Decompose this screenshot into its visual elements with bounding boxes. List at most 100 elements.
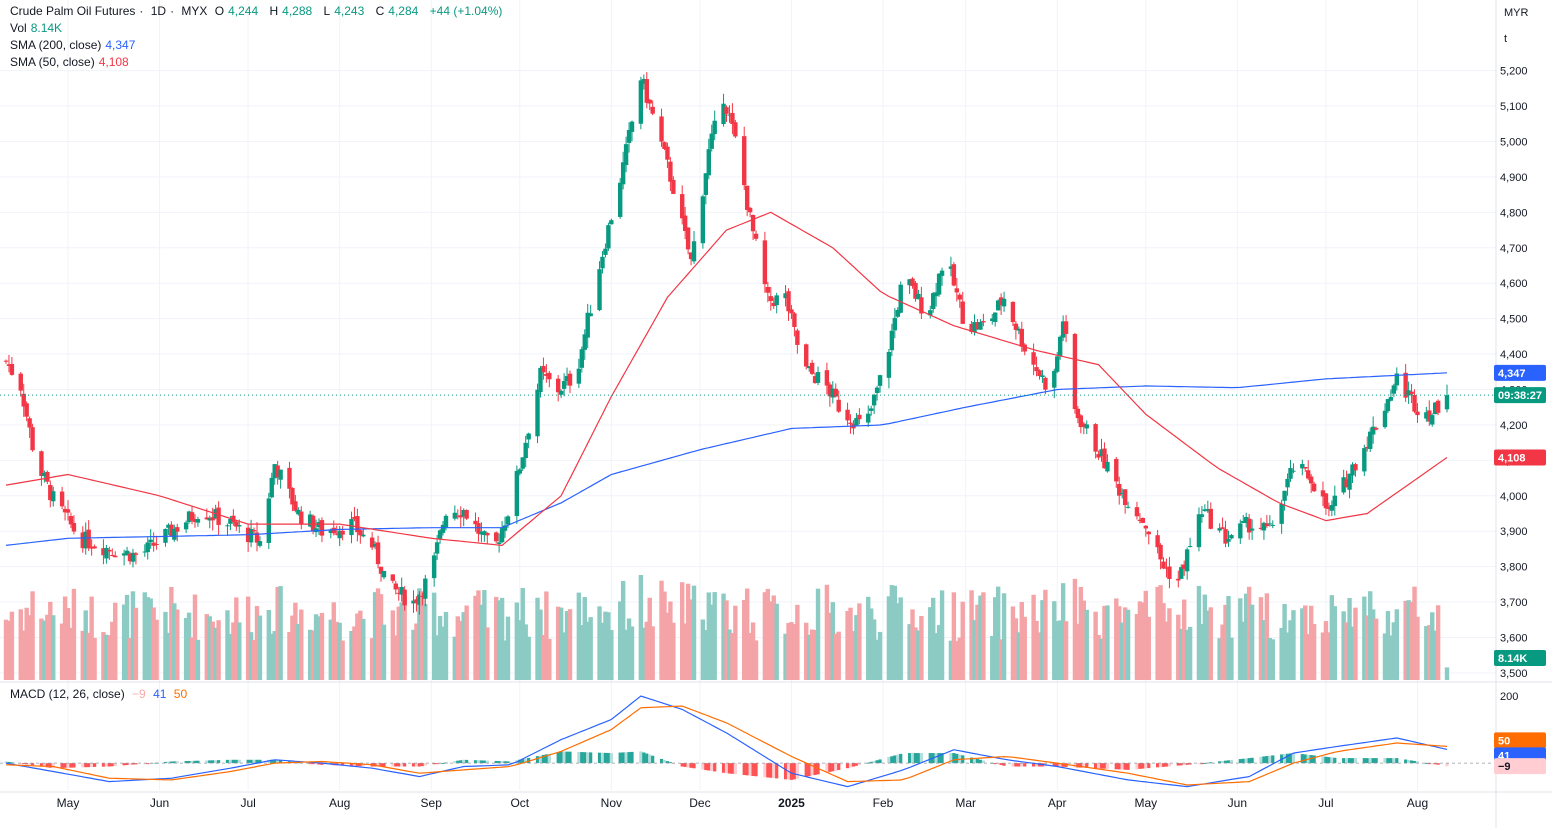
macd-histogram-bar xyxy=(825,763,829,773)
candle-body xyxy=(455,515,460,517)
volume-bar xyxy=(237,622,242,680)
volume-bar xyxy=(712,592,717,680)
candle-body xyxy=(151,542,156,546)
candle-body xyxy=(1093,424,1098,452)
volume-bar xyxy=(1031,594,1036,680)
macd-histogram-bar xyxy=(128,763,132,765)
macd-legend[interactable]: MACD (12, 26, close) −9 41 50 xyxy=(10,687,188,701)
volume-legend[interactable]: Vol 8.14K xyxy=(10,21,63,35)
volume-bar xyxy=(650,626,655,680)
sma50-line xyxy=(5,211,1448,547)
sma200-legend[interactable]: SMA (200, close) 4,347 xyxy=(10,38,136,52)
volume-bar xyxy=(1016,632,1022,680)
macd-histogram-bar xyxy=(916,753,921,764)
sma50-legend[interactable]: SMA (50, close) 4,108 xyxy=(10,55,129,69)
candle-body xyxy=(319,520,325,536)
volume-bar xyxy=(1063,621,1069,680)
macd-histogram-bar xyxy=(577,751,581,764)
volume-bar xyxy=(750,622,756,680)
candle-body xyxy=(1226,539,1231,542)
macd-histogram-bar xyxy=(1105,763,1110,769)
price-axis-label: 3,500 xyxy=(1500,668,1528,680)
histogram-tag-bg xyxy=(1494,758,1546,775)
currency-selector[interactable]: MYR t xyxy=(1496,0,1552,52)
volume-bar xyxy=(892,585,898,680)
candle-body xyxy=(1075,408,1081,419)
candle-body xyxy=(948,266,954,269)
macd-histogram-bar xyxy=(1034,763,1039,767)
volume-bar xyxy=(1300,608,1305,680)
candle-body xyxy=(1223,529,1228,544)
macd-histogram-bar xyxy=(1031,763,1036,767)
candle-body xyxy=(83,531,88,549)
macd-histogram-bar xyxy=(975,759,980,764)
candle-body xyxy=(747,207,753,213)
macd-histogram-bar xyxy=(639,751,643,764)
macd-histogram-bar xyxy=(887,757,891,764)
volume-bar xyxy=(186,612,192,680)
macd-histogram-bar xyxy=(837,763,841,771)
volume-bar xyxy=(1102,605,1107,680)
volume-bar xyxy=(919,615,924,680)
macd-histogram-bar xyxy=(562,751,566,764)
volume-bar xyxy=(192,594,198,680)
time-axis-label: Jul xyxy=(1318,796,1333,810)
macd-histogram-bar xyxy=(352,763,357,766)
price-axis-label: 4,800 xyxy=(1500,207,1528,219)
macd-histogram-bar xyxy=(92,763,97,767)
macd-histogram-bar xyxy=(831,763,835,772)
volume-bar xyxy=(1105,605,1110,680)
macd-histogram-bar xyxy=(1268,755,1272,764)
candle-body xyxy=(541,365,546,373)
candle-body xyxy=(248,528,254,543)
macd-histogram-bar xyxy=(60,763,64,768)
macd-histogram-bar xyxy=(462,759,466,764)
candle-body xyxy=(24,403,29,417)
candle-body xyxy=(957,294,962,300)
candle-body xyxy=(48,484,53,501)
candle-body xyxy=(629,121,635,132)
volume-bar xyxy=(1430,612,1435,680)
volume-bar xyxy=(278,586,283,680)
macd-histogram-bar xyxy=(1182,763,1186,766)
volume-bar xyxy=(771,595,776,680)
volume-bar xyxy=(795,604,800,680)
macd-histogram-bar xyxy=(1415,761,1420,764)
candle-body xyxy=(960,301,965,324)
candle-body xyxy=(42,473,47,477)
candle-body xyxy=(795,330,800,345)
volume-bar xyxy=(1013,618,1019,680)
time-axis-label: Nov xyxy=(601,796,622,810)
macd-histogram-bar xyxy=(1123,763,1127,770)
candle-body xyxy=(375,542,381,565)
macd-histogram-bar xyxy=(30,763,35,766)
volume-bar xyxy=(857,603,862,680)
volume-bar xyxy=(420,591,425,680)
volume-bar xyxy=(1022,616,1027,680)
candle-body xyxy=(733,122,738,137)
volume-bar xyxy=(1137,601,1143,680)
macd-histogram-bar xyxy=(456,760,460,764)
candle-body xyxy=(1368,431,1373,449)
candle-body xyxy=(195,519,201,523)
candle-body xyxy=(1365,446,1370,449)
volume-bar xyxy=(957,637,962,680)
volume-bar xyxy=(871,619,877,680)
macd-histogram-bar xyxy=(621,752,625,764)
volume-bar xyxy=(189,637,195,680)
macd-histogram-bar xyxy=(754,763,758,777)
volume-bar xyxy=(517,620,522,680)
macd-histogram-bar xyxy=(1138,763,1142,769)
time-axis-label: 2025 xyxy=(778,796,805,810)
candle-body xyxy=(727,114,732,116)
macd-histogram-bar xyxy=(600,752,605,764)
interval-label[interactable]: 1D xyxy=(150,4,167,18)
macd-histogram-bar xyxy=(152,762,156,764)
volume-bar xyxy=(393,635,398,680)
macd-histogram-bar xyxy=(627,752,631,764)
symbol-title[interactable]: Crude Palm Oil Futures xyxy=(10,4,136,18)
volume-bar xyxy=(248,632,254,680)
volume-bar xyxy=(1161,603,1166,680)
candle-body xyxy=(1125,506,1131,508)
